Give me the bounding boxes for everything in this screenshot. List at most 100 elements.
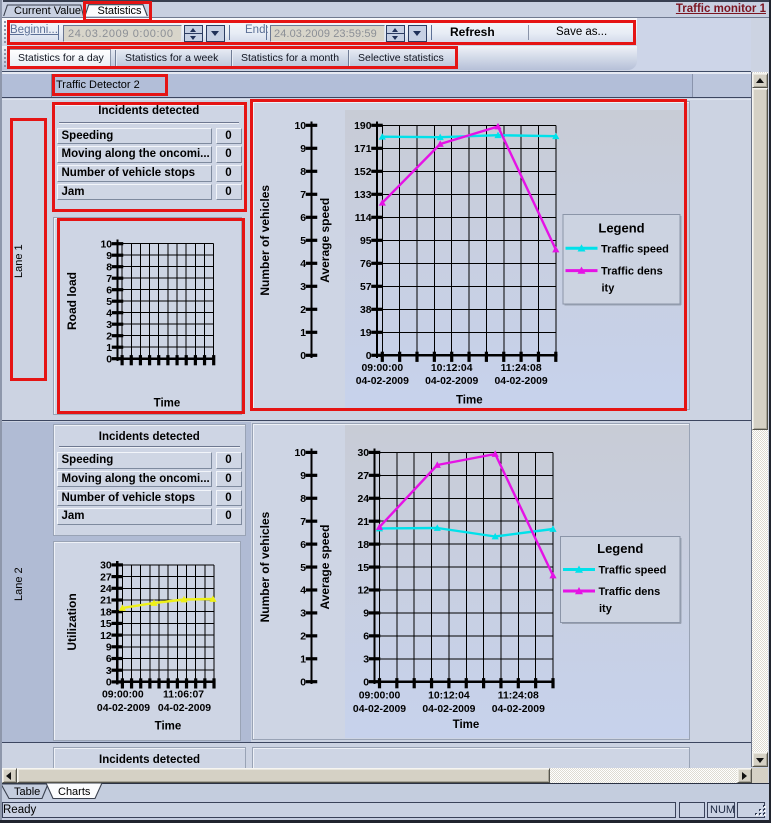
svg-text:114: 114 (355, 213, 372, 224)
svg-text:04-02-2009: 04-02-2009 (425, 376, 478, 387)
svg-text:30: 30 (357, 448, 369, 459)
svg-text:11:24:08: 11:24:08 (498, 691, 539, 702)
svg-text:11:24:08: 11:24:08 (501, 363, 542, 374)
svg-text:4: 4 (300, 586, 306, 597)
svg-text:5: 5 (300, 236, 306, 247)
svg-text:152: 152 (354, 167, 372, 178)
svg-text:9: 9 (300, 471, 306, 482)
svg-text:18: 18 (100, 607, 112, 618)
svg-text:24: 24 (100, 584, 112, 595)
svg-text:15: 15 (100, 619, 112, 630)
svg-text:Legend: Legend (597, 541, 643, 556)
svg-text:0: 0 (300, 677, 306, 688)
svg-text:24: 24 (357, 494, 369, 505)
svg-text:8: 8 (300, 167, 306, 178)
svg-text:8: 8 (106, 262, 112, 273)
svg-text:2: 2 (106, 331, 112, 342)
svg-text:10: 10 (100, 239, 112, 250)
svg-text:Traffic speed: Traffic speed (599, 565, 667, 577)
svg-text:0: 0 (366, 351, 372, 362)
svg-text:19: 19 (360, 328, 372, 339)
svg-text:09:00:00: 09:00:00 (102, 689, 144, 700)
svg-text:2: 2 (300, 632, 306, 643)
svg-text:5: 5 (300, 563, 306, 574)
svg-text:3: 3 (300, 282, 306, 293)
svg-text:04-02-2009: 04-02-2009 (422, 704, 475, 715)
svg-text:190: 190 (354, 121, 372, 132)
svg-text:Charts: Charts (58, 786, 91, 798)
svg-text:04-02-2009: 04-02-2009 (97, 703, 150, 714)
svg-text:0: 0 (363, 677, 369, 688)
svg-text:21: 21 (357, 517, 369, 528)
svg-text:Utilization: Utilization (65, 593, 79, 650)
svg-text:9: 9 (300, 144, 306, 155)
svg-text:Number of vehicles: Number of vehicles (258, 185, 272, 296)
svg-text:9: 9 (363, 609, 369, 620)
svg-text:30: 30 (100, 561, 112, 572)
svg-text:10: 10 (294, 448, 306, 459)
svg-text:Traffic dens: Traffic dens (601, 266, 663, 278)
svg-text:27: 27 (357, 471, 369, 482)
svg-text:10:12:04: 10:12:04 (428, 691, 470, 702)
svg-text:27: 27 (100, 572, 112, 583)
svg-text:Traffic speed: Traffic speed (601, 243, 669, 255)
svg-text:Time: Time (154, 397, 181, 409)
svg-text:12: 12 (100, 631, 112, 642)
svg-text:7: 7 (300, 517, 306, 528)
svg-text:6: 6 (363, 632, 369, 643)
svg-text:Traffic dens: Traffic dens (599, 586, 661, 598)
svg-text:Average speed: Average speed (318, 525, 332, 610)
svg-text:09:00:00: 09:00:00 (359, 691, 401, 702)
svg-text:Current Value: Current Value (14, 5, 81, 17)
svg-text:Time: Time (155, 721, 182, 733)
svg-text:95: 95 (360, 236, 372, 247)
svg-text:Table: Table (14, 786, 40, 798)
svg-text:6: 6 (106, 285, 112, 296)
svg-text:76: 76 (360, 259, 372, 270)
svg-text:Time: Time (456, 395, 483, 407)
svg-text:2: 2 (300, 305, 306, 316)
svg-text:10: 10 (294, 121, 306, 132)
svg-text:0: 0 (106, 354, 112, 365)
svg-text:7: 7 (300, 190, 306, 201)
svg-text:6: 6 (300, 540, 306, 551)
svg-text:Statistics: Statistics (98, 5, 143, 17)
svg-text:0: 0 (106, 678, 112, 689)
svg-text:04-02-2009: 04-02-2009 (158, 703, 211, 714)
svg-text:38: 38 (360, 305, 372, 316)
svg-text:3: 3 (106, 319, 112, 330)
svg-text:04-02-2009: 04-02-2009 (353, 704, 406, 715)
svg-text:1: 1 (300, 328, 306, 339)
svg-text:ity: ity (599, 603, 613, 615)
svg-text:18: 18 (357, 540, 369, 551)
svg-text:6: 6 (300, 213, 306, 224)
svg-text:57: 57 (360, 282, 372, 293)
svg-text:4: 4 (106, 308, 112, 319)
svg-text:8: 8 (300, 494, 306, 505)
svg-text:09:00:00: 09:00:00 (362, 363, 404, 374)
svg-text:1: 1 (106, 342, 112, 353)
svg-text:133: 133 (354, 190, 372, 201)
svg-text:5: 5 (106, 296, 112, 307)
svg-text:7: 7 (106, 273, 112, 284)
svg-text:04-02-2009: 04-02-2009 (492, 704, 545, 715)
svg-text:Road load: Road load (65, 271, 79, 329)
svg-text:Number of vehicles: Number of vehicles (258, 511, 272, 622)
svg-text:9: 9 (106, 250, 112, 261)
svg-text:9: 9 (106, 643, 112, 654)
svg-text:ity: ity (602, 283, 616, 295)
svg-text:3: 3 (300, 609, 306, 620)
svg-text:6: 6 (106, 654, 112, 665)
svg-text:04-02-2009: 04-02-2009 (356, 376, 409, 387)
svg-text:Time: Time (453, 719, 480, 731)
svg-text:10:12:04: 10:12:04 (431, 363, 473, 374)
svg-text:1: 1 (300, 654, 306, 665)
svg-text:0: 0 (300, 351, 306, 362)
svg-text:Legend: Legend (598, 221, 644, 236)
svg-text:3: 3 (363, 654, 369, 665)
svg-text:21: 21 (100, 596, 112, 607)
svg-text:04-02-2009: 04-02-2009 (495, 376, 548, 387)
svg-text:Average speed: Average speed (318, 198, 332, 283)
svg-text:11:06:07: 11:06:07 (163, 689, 204, 700)
svg-text:12: 12 (357, 586, 369, 597)
